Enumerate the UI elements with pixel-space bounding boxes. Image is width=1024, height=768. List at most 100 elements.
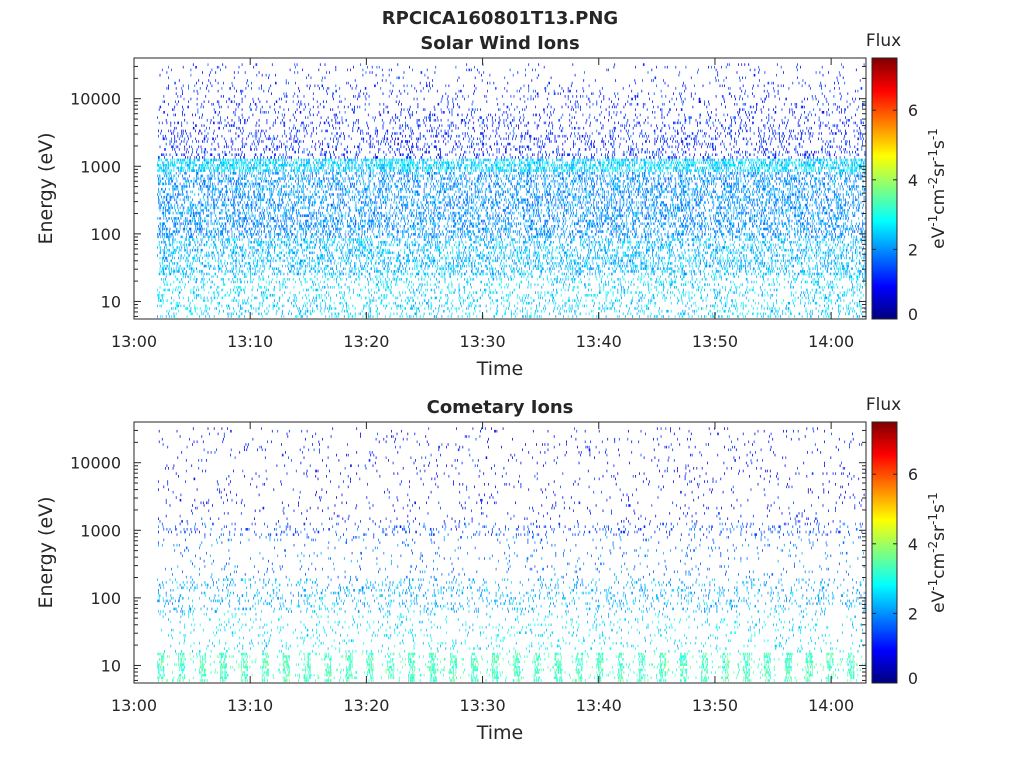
sw-cell [243,222,244,225]
sw-cell [170,195,172,199]
sw-cell [319,243,321,247]
sw-cell [299,312,301,316]
sw-cell [316,185,318,188]
sw-cell [281,304,283,308]
sw-cell [271,243,273,247]
sw-cell [196,296,197,300]
sw-cell [242,116,244,119]
sw-cell [188,275,189,278]
sw-cell [268,211,270,215]
sw-cell [293,286,295,289]
sw-cell [285,280,286,284]
sw-cell [285,134,287,138]
sw-cell [315,172,317,175]
sw-cell [296,262,298,265]
sw-cell [214,203,216,207]
sw-cell [313,309,315,313]
sw-cell [333,217,334,220]
sw-cell [222,179,224,183]
sw-cell [213,251,214,255]
sw-cell [284,219,286,223]
sw-cell [224,259,226,263]
sw-cell [261,190,263,194]
sw-cell [268,230,269,233]
sw-cell [180,272,182,276]
sw-cell [334,248,336,252]
sw-cell [227,166,228,170]
sw-cell [265,280,267,284]
sw-cell [175,177,177,180]
sw-cell [196,227,198,231]
sw-cell [275,169,277,172]
sw-cell [202,169,204,172]
sw-cell [259,235,261,239]
sw-cell [316,225,318,228]
sw-cell [213,203,214,207]
sw-cell [178,161,180,164]
sw-cell [289,238,291,241]
sw-cell [247,195,248,199]
sw-cell [250,161,251,164]
sw-cell [199,217,201,220]
sw-cell [340,211,342,215]
sw-cell [309,179,311,183]
sw-cell [194,248,196,252]
sw-cell [335,206,337,210]
sw-cell [270,195,272,199]
sw-cell [189,214,191,217]
sw-cell [298,148,299,151]
sw-cell [177,203,179,207]
sw-cell [295,134,297,138]
sw-cell [275,161,277,164]
sw-cell [236,158,237,162]
sw-cell [254,296,256,300]
sw-cell [235,227,237,231]
sw-cell [320,225,322,228]
sw-cell [217,164,219,167]
sw-cell [320,214,322,217]
sw-cell [297,262,299,265]
sw-cell [214,227,216,231]
sw-cell [235,193,237,196]
sw-cell [250,103,251,106]
sw-cell [185,283,186,286]
sw-cell [238,217,240,220]
sw-cell [205,95,207,98]
sw-cell [166,174,168,178]
sw-cell [265,148,267,151]
sw-cell [288,185,289,188]
sw-cell [213,198,214,202]
sw-cell [336,248,337,252]
sw-cell [160,225,162,228]
sw-cell [171,68,172,72]
sw-cell [158,217,160,220]
sw-cell [193,126,195,130]
sw-cell [165,209,166,212]
sw-cell [201,209,203,212]
sw-cell [221,169,223,172]
sw-cell [309,87,310,90]
sw-cell [331,185,333,188]
sw-cell [226,142,227,146]
sw-cell [211,251,213,255]
sw-cell [317,190,319,194]
sw-cell [294,150,296,154]
sw-cell [213,283,215,286]
sw-cell [325,230,327,233]
sw-cell [237,294,239,297]
sw-cell [201,278,203,281]
sw-cell [329,243,330,247]
sw-cell [202,187,203,191]
sw-cell [333,174,334,178]
sw-cell [290,174,292,178]
sw-cell [296,240,298,244]
sw-cell [250,166,251,170]
sw-cell [240,270,242,273]
sw-cell [160,206,162,210]
sw-cell [292,177,294,180]
sw-cell [316,304,317,308]
sw-cell [240,304,241,308]
sw-cell [206,195,208,199]
sw-cell [256,164,258,167]
sw-cell [188,222,189,225]
